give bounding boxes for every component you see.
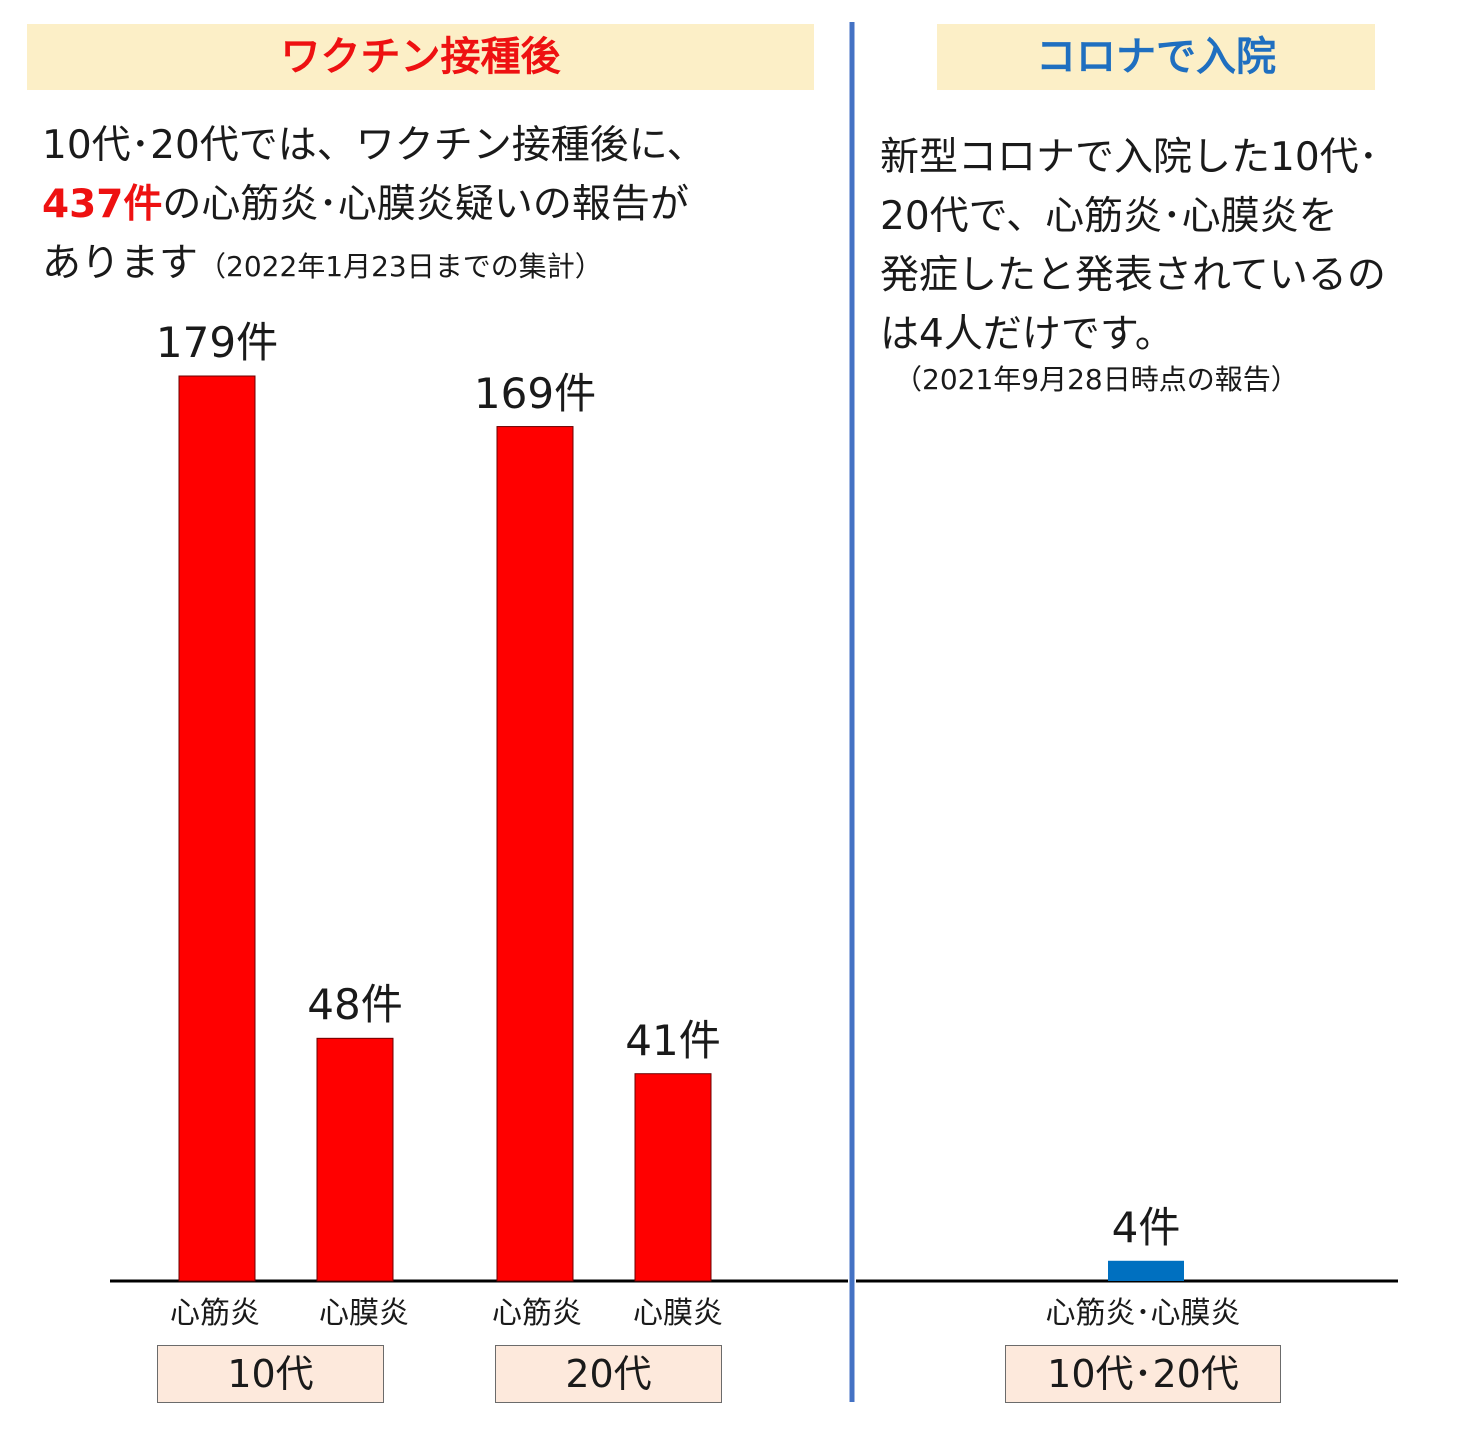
- bar-20s-pericarditis: [634, 1073, 712, 1282]
- category-label-corona-combined: 心筋炎･心膜炎: [1045, 1296, 1241, 1331]
- data-label-20s-pericarditis: 41件: [625, 1015, 721, 1065]
- corona-note: （2021年9月28日時点の報告）: [894, 363, 1299, 396]
- group-label-10s-20s: 10代･20代: [1005, 1345, 1281, 1403]
- corona-panel-header: コロナで入院: [937, 24, 1375, 90]
- data-label-corona-combined: 4件: [1111, 1202, 1181, 1252]
- corona-intro-line-2: 20代で、心筋炎･心膜炎を: [880, 194, 1338, 239]
- vaccine-intro-note: （2022年1月23日までの集計）: [198, 250, 603, 283]
- data-label-10s-pericarditis: 48件: [307, 980, 403, 1030]
- vaccine-intro-text: 10代･20代では、ワクチン接種後に、 437件の心筋炎･心膜炎疑いの報告が あ…: [42, 116, 706, 296]
- data-label-10s-myocarditis: 179件: [155, 318, 279, 367]
- corona-intro-line-3: 発症したと発表されているの: [880, 253, 1386, 298]
- category-label-10s-pericarditis: 心膜炎: [319, 1296, 409, 1331]
- category-label-20s-myocarditis: 心筋炎: [492, 1296, 582, 1331]
- data-label-20s-myocarditis: 169件: [473, 368, 597, 418]
- bar-20s-myocarditis: [496, 426, 574, 1282]
- corona-intro-line-4: は4人だけです。: [880, 312, 1174, 357]
- vaccine-intro-line-2: 437件の心筋炎･心膜炎疑いの報告が: [42, 175, 706, 234]
- vaccine-intro-line-2-rest: の心筋炎･心膜炎疑いの報告が: [162, 182, 689, 227]
- total-count-highlight: 437件: [42, 182, 163, 227]
- vaccine-intro-line-3: あります（2022年1月23日までの集計）: [42, 234, 706, 296]
- bar-10s-pericarditis: [316, 1037, 394, 1282]
- bar-corona-combined: [1108, 1260, 1184, 1281]
- category-label-20s-pericarditis: 心膜炎: [633, 1296, 723, 1331]
- vaccine-intro-line-1: 10代･20代では、ワクチン接種後に、: [42, 123, 706, 168]
- group-label-10s: 10代: [157, 1345, 384, 1403]
- corona-intro-line-1: 新型コロナで入院した10代･: [880, 135, 1379, 180]
- vaccine-panel-header: ワクチン接種後: [27, 24, 814, 90]
- category-label-10s-myocarditis: 心筋炎: [170, 1296, 260, 1331]
- bar-10s-myocarditis: [178, 375, 256, 1282]
- group-label-20s: 20代: [495, 1345, 722, 1403]
- corona-intro-text: 新型コロナで入院した10代･ 20代で、心筋炎･心膜炎を 発症したと発表されてい…: [880, 128, 1386, 364]
- vaccine-intro-line-3-text: あります: [42, 241, 199, 286]
